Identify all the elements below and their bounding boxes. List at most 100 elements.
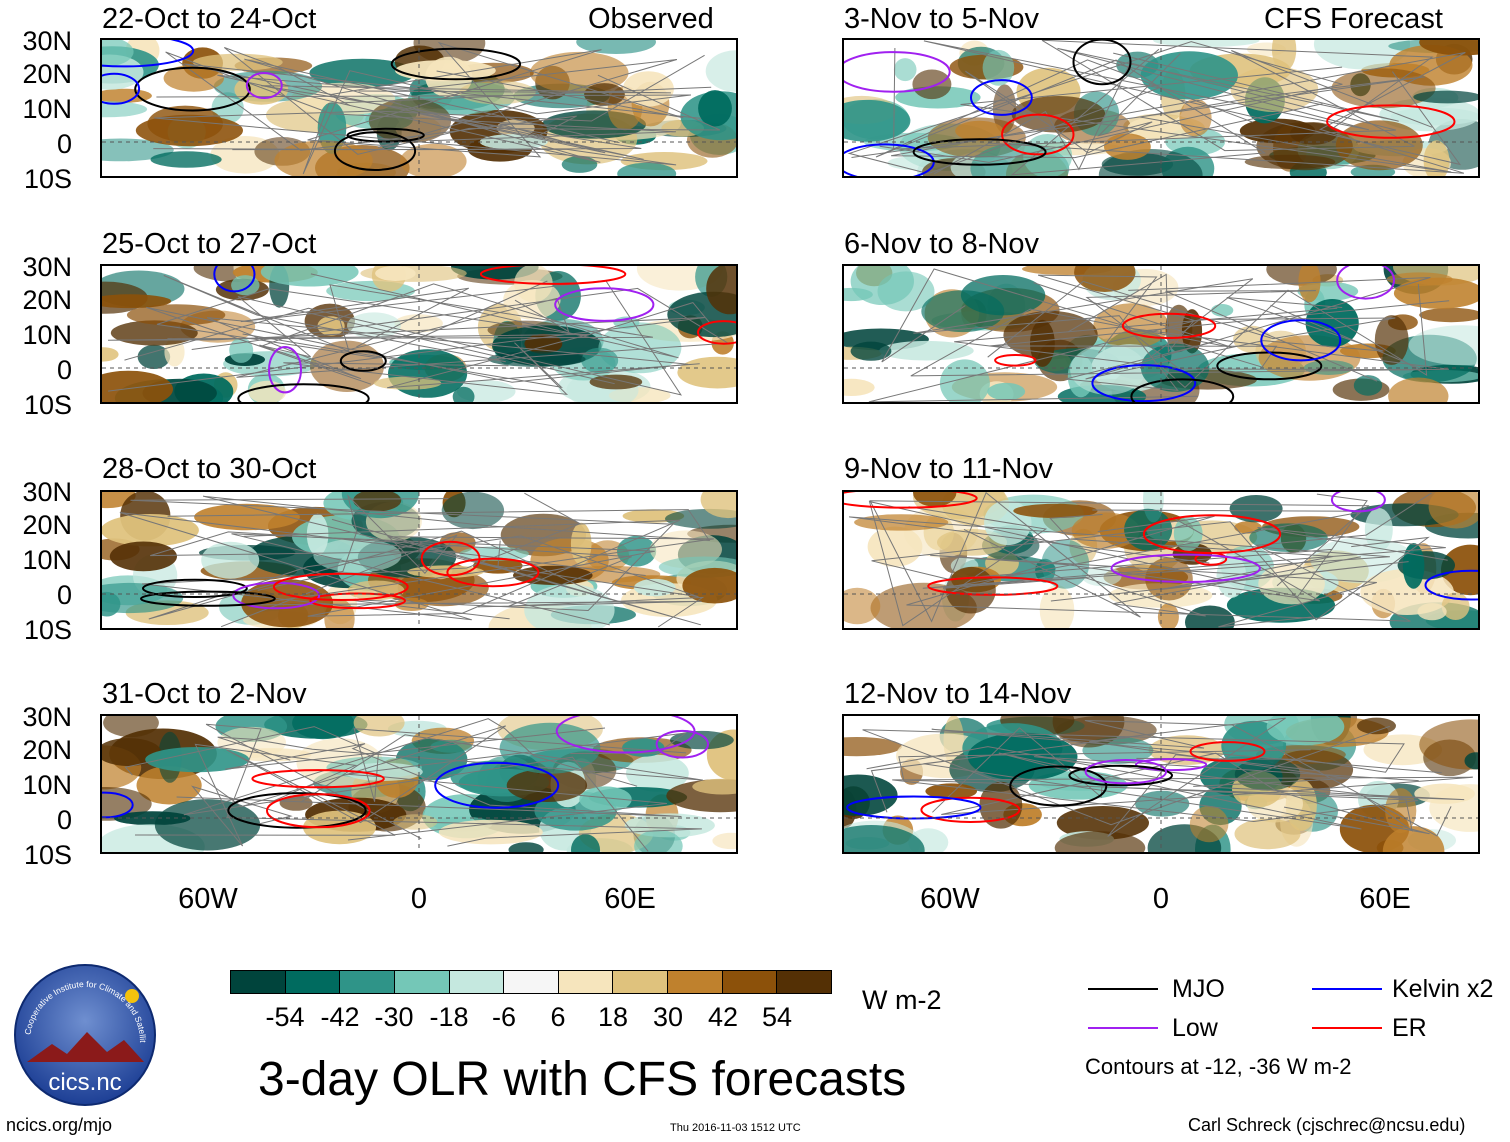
olr-anomaly-blob — [598, 322, 682, 374]
lat-label: 10N — [22, 94, 72, 124]
olr-anomaly-blob — [102, 294, 172, 309]
coastline — [954, 283, 1428, 389]
olr-anomaly-blob — [1271, 40, 1297, 72]
coastline — [191, 743, 358, 847]
wave-contour — [1072, 40, 1132, 86]
coastline — [191, 287, 730, 378]
olr-anomaly-blob — [1189, 805, 1229, 843]
wave-contour — [227, 792, 367, 829]
olr-anomaly-blob — [893, 58, 917, 82]
wave-contour — [142, 578, 248, 599]
olr-map — [842, 714, 1480, 854]
olr-anomaly-blob — [561, 156, 598, 173]
colorbar-swatch — [558, 971, 614, 993]
colorbar-label: 54 — [761, 1002, 793, 1032]
coastline — [875, 48, 1267, 176]
colorbar-label: 42 — [707, 1002, 739, 1032]
coastline — [165, 51, 676, 151]
coastline — [1089, 717, 1349, 837]
lon-label: 60E — [1359, 883, 1411, 915]
olr-anomaly-blob — [682, 567, 736, 604]
olr-anomaly-blob — [850, 266, 914, 305]
wave-contour — [390, 47, 522, 81]
wave-contour — [339, 350, 387, 372]
lat-label: 0 — [56, 129, 72, 159]
wave-contour — [554, 287, 655, 322]
olr-anomaly-blob — [136, 766, 202, 805]
lat-label: 20N — [22, 285, 72, 315]
colorbar-swatch — [504, 971, 559, 993]
lon-label: 0 — [410, 883, 428, 915]
coastline — [892, 756, 1473, 823]
lat-label: 0 — [56, 355, 72, 385]
olr-anomaly-blob — [1393, 277, 1478, 309]
lon-label: 60W — [920, 883, 980, 915]
wave-contour — [1001, 113, 1075, 156]
legend-line-mjo — [1088, 988, 1158, 990]
coastline — [965, 53, 1181, 154]
wave-contour — [555, 716, 696, 754]
olr-anomaly-blob — [1374, 315, 1409, 365]
olr-anomaly-blob — [102, 40, 134, 68]
olr-anomaly-blob — [375, 266, 416, 281]
colorbar-label: 6 — [550, 1002, 566, 1032]
coastline — [346, 732, 687, 841]
olr-anomaly-blob — [1388, 377, 1449, 402]
olr-anomaly-blob — [194, 503, 300, 531]
olr-anomaly-blob — [452, 386, 475, 402]
coastline — [130, 498, 675, 620]
coastline — [1037, 273, 1195, 354]
olr-anomaly-blob — [102, 514, 199, 547]
coastline — [183, 63, 702, 160]
olr-anomaly-blob — [1229, 495, 1283, 523]
olr-anomaly-blob — [912, 69, 952, 100]
wave-contour — [333, 131, 417, 171]
coastline — [868, 493, 1368, 627]
olr-anomaly-blob — [102, 370, 173, 402]
olr-anomaly-blob — [163, 64, 224, 92]
wave-contour — [1009, 765, 1108, 807]
olr-anomaly-blob — [677, 356, 736, 389]
legend-label-mjo: MJO — [1172, 975, 1225, 1003]
olr-anomaly-blob — [1039, 585, 1075, 628]
coastline — [866, 746, 1465, 801]
olr-anomaly-blob — [353, 492, 402, 512]
olr-anomaly-blob — [1331, 68, 1436, 109]
olr-anomaly-blob — [844, 774, 898, 816]
colorbar-swatch — [340, 971, 395, 993]
olr-anomaly-blob — [524, 584, 615, 628]
olr-field — [102, 492, 736, 628]
olr-anomaly-blob — [700, 492, 736, 519]
olr-anomaly-blob — [879, 340, 974, 361]
olr-field — [844, 266, 1478, 402]
wave-contour — [1326, 104, 1456, 139]
wave-contour — [251, 769, 385, 789]
footer-timestamp: Thu 2016-11-03 1512 UTC — [670, 1122, 801, 1134]
wave-contour — [446, 557, 540, 588]
olr-anomaly-blob — [524, 333, 563, 354]
coastline — [891, 52, 1466, 174]
lat-label: 10N — [22, 770, 72, 800]
lon-label: 60E — [604, 883, 656, 915]
logo-text: cics.nc — [48, 1069, 121, 1096]
wave-contour — [1336, 266, 1395, 300]
coastline — [847, 41, 1343, 175]
olr-anomaly-blob — [102, 101, 148, 118]
colorbar-label: 18 — [597, 1002, 629, 1032]
coastline — [242, 333, 569, 396]
olr-anomaly-blob — [1074, 266, 1136, 292]
panel-title: 9-Nov to 11-Nov — [844, 453, 1053, 485]
coastline — [156, 70, 712, 175]
olr-anomaly-blob — [698, 90, 732, 127]
wave-contour — [1110, 553, 1261, 584]
olr-anomaly-blob — [1157, 603, 1179, 628]
olr-anomaly-blob — [506, 768, 588, 802]
olr-anomaly-blob — [706, 266, 736, 315]
olr-map — [842, 490, 1480, 630]
olr-anomaly-blob — [145, 747, 250, 773]
coastline — [148, 530, 699, 620]
coastline — [1085, 277, 1431, 380]
olr-anomaly-blob — [967, 732, 1078, 781]
colorbar-swatch — [668, 971, 723, 993]
colorbar-units: W m-2 — [862, 985, 942, 1015]
